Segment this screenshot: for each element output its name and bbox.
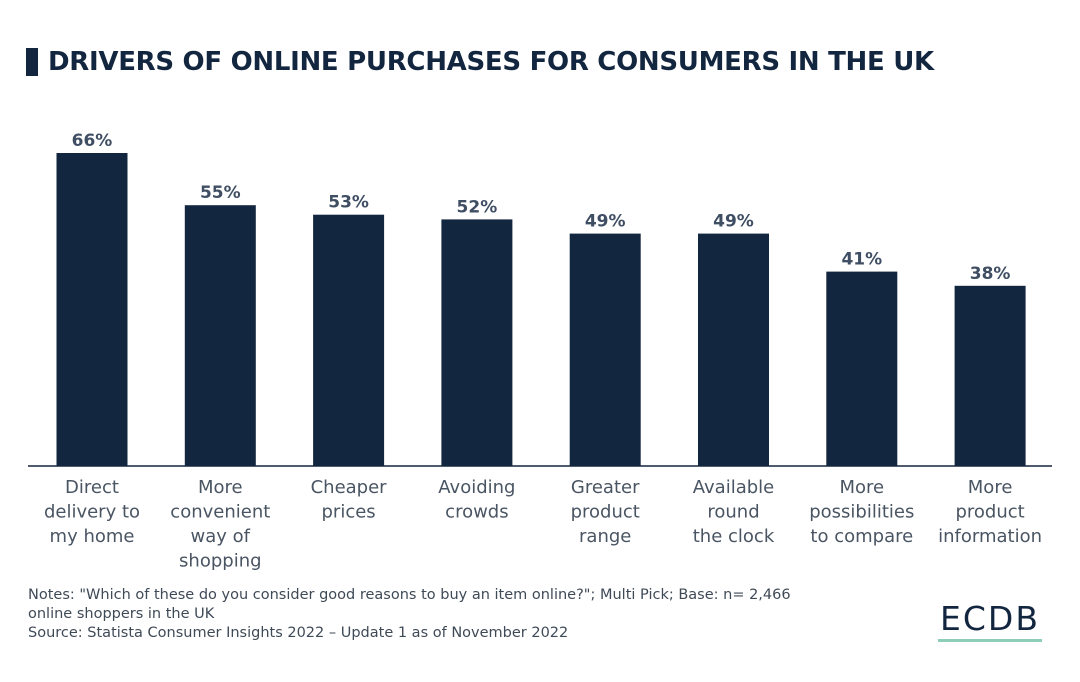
value-label-3: 53% [328,193,369,213]
category-label-line: Cheaper [311,477,388,498]
bar-8 [954,285,1026,466]
category-label-line: the clock [693,526,775,547]
category-label-5: Greater product range [571,477,641,547]
bar-4 [441,219,513,466]
value-label-7: 41% [841,250,882,270]
bar-6 [698,233,769,466]
category-label-8: More product information [938,477,1042,547]
bar-2 [184,205,256,466]
category-label-2: More convenient way of shopping [170,477,270,572]
category-label-line: More [839,477,884,498]
category-label-line: shopping [179,551,262,572]
category-label-line: range [579,526,631,547]
bar-1 [56,153,128,466]
category-label-6: Available round the clock [693,477,775,547]
category-label-line: Greater [571,477,640,498]
chart-title: DRIVERS OF ONLINE PURCHASES FOR CONSUMER… [48,47,934,77]
bar-7 [826,271,898,466]
category-label-line: prices [322,502,376,523]
notes-block: Notes: "Which of these do you consider g… [28,586,848,643]
category-label-3: Cheaper prices [311,477,388,523]
value-label-5: 49% [585,212,626,232]
value-label-1: 66% [72,131,113,151]
category-label-line: Available [693,477,774,498]
ecdb-logo: ECDB [938,602,1042,642]
category-label-line: More [968,477,1013,498]
notes-line-1: Notes: "Which of these do you consider g… [28,587,791,603]
category-label-4: Avoiding crowds [438,477,515,523]
notes-line-2: online shoppers in the UK [28,606,215,622]
category-label-line: way of [191,526,251,547]
value-label-8: 38% [970,264,1011,284]
category-label-line: More [198,477,243,498]
category-label-line: product [571,502,640,523]
category-label-line: my home [50,526,135,547]
category-label-line: information [938,526,1042,547]
logo-text: ECDB [940,599,1040,638]
category-label-line: convenient [170,502,270,523]
logo-underline [938,639,1042,642]
bar-chart: 66% Direct delivery to my home 55% More conven… [28,131,1052,572]
category-label-line: Direct [65,477,119,498]
value-label-6: 49% [713,212,754,232]
category-label-line: product [955,502,1024,523]
category-label-line: Avoiding [438,477,515,498]
value-label-4: 52% [457,197,498,217]
category-label-line: delivery to [44,502,140,523]
category-label-line: possibilities [809,502,914,523]
category-label-line: to compare [810,526,913,547]
labels-layer: 66% Direct delivery to my home 55% More conven… [44,131,1042,572]
bar-3 [313,214,385,466]
value-label-2: 55% [200,183,241,203]
title-marker [26,48,38,76]
category-label-line: crowds [445,502,508,523]
category-label-1: Direct delivery to my home [44,477,140,547]
title-row: DRIVERS OF ONLINE PURCHASES FOR CONSUMER… [26,44,934,80]
category-label-7: More possibilities to compare [809,477,914,547]
bars-layer [56,153,1026,466]
bar-5 [569,233,641,466]
category-label-line: round [707,502,759,523]
source-line: Source: Statista Consumer Insights 2022 … [28,625,569,641]
